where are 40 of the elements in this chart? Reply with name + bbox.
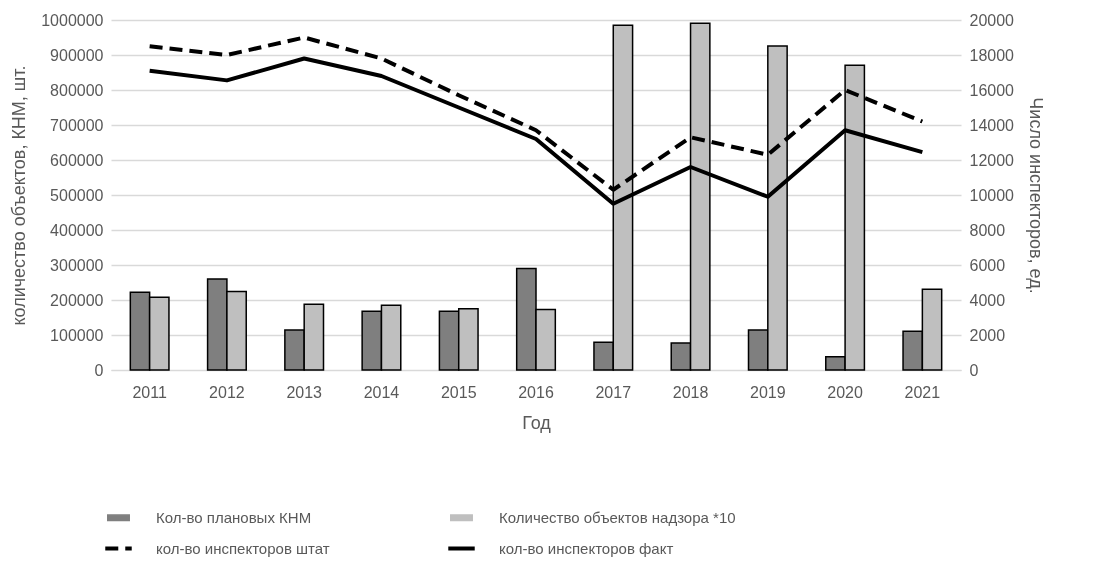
y-tick-label: 800000: [50, 81, 104, 99]
y2-tick-label: 0: [969, 361, 979, 379]
y2-tick-label: 20000: [969, 11, 1015, 29]
legend-label: кол-во инспекторов факт: [499, 539, 674, 557]
x-tick-label: 2012: [209, 383, 245, 401]
x-tick-label: 2018: [672, 383, 709, 401]
y2-tick-label: 10000: [969, 186, 1015, 204]
y-tick-label: 500000: [50, 186, 104, 204]
y-tick-label: 100000: [50, 326, 104, 344]
y2-tick-label: 6000: [969, 256, 1006, 274]
y-tick-label: 400000: [50, 221, 104, 239]
x-tick-label: 2020: [827, 383, 863, 401]
y-tick-label: 300000: [50, 256, 104, 274]
x-tick-label: 2019: [750, 383, 786, 401]
y2-axis-title: Число инспекторов, ед.: [1025, 97, 1046, 294]
y-tick-label: 0: [94, 361, 104, 379]
y-tick-label: 200000: [50, 291, 104, 309]
legend-label: Количество объектов надзора *10: [499, 508, 736, 526]
y2-tick-label: 12000: [969, 151, 1015, 169]
x-tick-label: 2013: [286, 383, 323, 401]
x-tick-label: 2016: [518, 383, 554, 401]
x-tick-label: 2015: [440, 383, 477, 401]
y-tick-label: 700000: [50, 116, 104, 134]
y-tick-label: 600000: [50, 151, 104, 169]
legend-label: Кол-во плановых КНМ: [156, 508, 312, 526]
x-tick-label: 2021: [904, 383, 941, 401]
x-tick-label: 2017: [595, 383, 632, 401]
y2-tick-label: 16000: [969, 81, 1015, 99]
y2-tick-label: 8000: [969, 221, 1006, 239]
legend-label: кол-во инспекторов штат: [156, 539, 330, 557]
x-tick-label: 2014: [363, 383, 400, 401]
y2-tick-label: 18000: [969, 46, 1015, 64]
y2-tick-label: 2000: [969, 326, 1006, 344]
y-tick-label: 900000: [50, 46, 104, 64]
y-axis-title: количество объектов, КНМ, шт.: [9, 65, 30, 326]
y2-tick-label: 4000: [969, 291, 1006, 309]
y-tick-label: 1000000: [41, 11, 104, 29]
y2-tick-label: 14000: [969, 116, 1015, 134]
x-tick-label: 2011: [132, 383, 167, 401]
x-axis-title: Год: [522, 412, 552, 433]
